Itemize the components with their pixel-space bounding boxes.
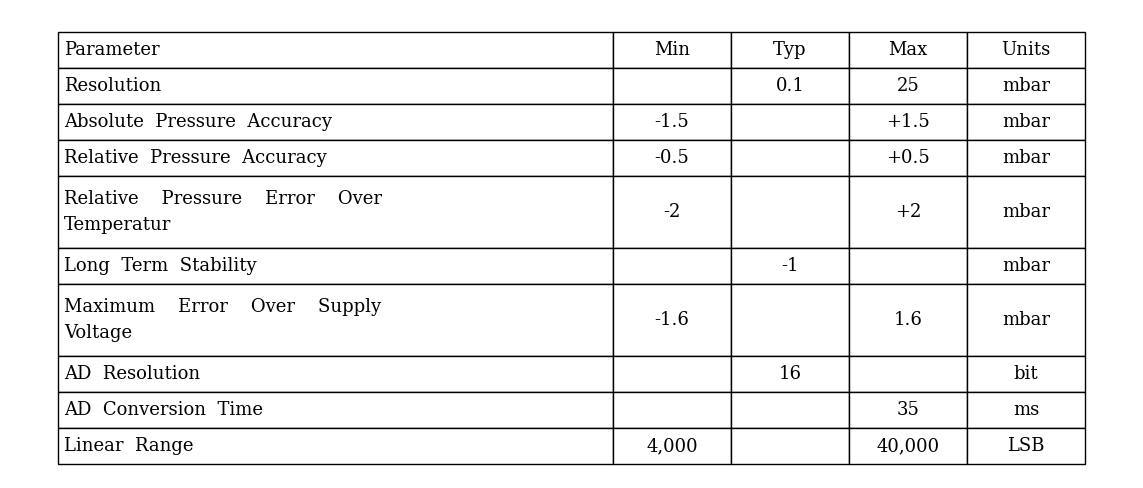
Text: Relative  Pressure  Accuracy: Relative Pressure Accuracy <box>64 149 327 167</box>
Bar <box>849 176 967 248</box>
Bar <box>732 284 849 356</box>
Bar <box>967 356 1085 392</box>
Bar <box>58 104 613 140</box>
Bar <box>58 68 613 104</box>
Bar <box>967 68 1085 104</box>
Bar <box>613 140 732 176</box>
Bar <box>849 140 967 176</box>
Text: mbar: mbar <box>1002 77 1050 95</box>
Bar <box>849 428 967 464</box>
Bar <box>58 428 613 464</box>
Bar <box>849 356 967 392</box>
Text: Typ: Typ <box>774 41 807 59</box>
Text: mbar: mbar <box>1002 257 1050 275</box>
Text: 1.6: 1.6 <box>894 311 922 329</box>
Text: -1.5: -1.5 <box>655 113 689 131</box>
Text: mbar: mbar <box>1002 311 1050 329</box>
Text: Resolution: Resolution <box>64 77 161 95</box>
Bar <box>613 428 732 464</box>
Bar <box>967 428 1085 464</box>
Bar <box>849 248 967 284</box>
Bar <box>967 248 1085 284</box>
Text: LSB: LSB <box>1007 437 1045 455</box>
Bar <box>58 284 613 356</box>
Bar <box>967 104 1085 140</box>
Bar <box>849 392 967 428</box>
Bar <box>613 32 732 68</box>
Bar <box>849 68 967 104</box>
Text: Units: Units <box>1001 41 1050 59</box>
Bar <box>732 140 849 176</box>
Text: +0.5: +0.5 <box>886 149 930 167</box>
Bar <box>613 176 732 248</box>
Bar <box>732 32 849 68</box>
Bar <box>613 356 732 392</box>
Bar <box>849 32 967 68</box>
Bar <box>58 356 613 392</box>
Bar <box>58 176 613 248</box>
Bar <box>732 176 849 248</box>
Bar <box>58 32 613 68</box>
Text: Long  Term  Stability: Long Term Stability <box>64 257 257 275</box>
Text: ms: ms <box>1013 401 1039 419</box>
Bar <box>732 356 849 392</box>
Text: 35: 35 <box>896 401 919 419</box>
Text: Linear  Range: Linear Range <box>64 437 193 455</box>
Text: -1: -1 <box>782 257 799 275</box>
Bar <box>967 392 1085 428</box>
Text: mbar: mbar <box>1002 149 1050 167</box>
Bar <box>967 32 1085 68</box>
Text: 4,000: 4,000 <box>646 437 698 455</box>
Bar <box>967 284 1085 356</box>
Bar <box>613 104 732 140</box>
Bar <box>58 248 613 284</box>
Text: AD  Resolution: AD Resolution <box>64 365 200 383</box>
Bar <box>613 68 732 104</box>
Text: Maximum    Error    Over    Supply
Voltage: Maximum Error Over Supply Voltage <box>64 298 381 342</box>
Text: 40,000: 40,000 <box>877 437 940 455</box>
Text: 25: 25 <box>896 77 919 95</box>
Bar <box>967 140 1085 176</box>
Bar <box>849 284 967 356</box>
Text: -1.6: -1.6 <box>655 311 689 329</box>
Text: AD  Conversion  Time: AD Conversion Time <box>64 401 263 419</box>
Bar <box>732 392 849 428</box>
Text: 0.1: 0.1 <box>776 77 805 95</box>
Text: mbar: mbar <box>1002 203 1050 221</box>
Text: +1.5: +1.5 <box>886 113 930 131</box>
Text: Relative    Pressure    Error    Over
Temperatur: Relative Pressure Error Over Temperatur <box>64 190 382 234</box>
Bar <box>58 392 613 428</box>
Text: mbar: mbar <box>1002 113 1050 131</box>
Text: Absolute  Pressure  Accuracy: Absolute Pressure Accuracy <box>64 113 331 131</box>
Bar <box>967 176 1085 248</box>
Bar <box>732 248 849 284</box>
Text: -2: -2 <box>663 203 681 221</box>
Bar <box>732 68 849 104</box>
Bar <box>613 392 732 428</box>
Bar <box>732 104 849 140</box>
Bar <box>732 428 849 464</box>
Bar <box>613 284 732 356</box>
Bar <box>58 140 613 176</box>
Text: 16: 16 <box>778 365 801 383</box>
Text: +2: +2 <box>895 203 921 221</box>
Text: Parameter: Parameter <box>64 41 160 59</box>
Text: Max: Max <box>888 41 928 59</box>
Bar <box>849 104 967 140</box>
Text: -0.5: -0.5 <box>655 149 689 167</box>
Bar <box>613 248 732 284</box>
Text: Min: Min <box>654 41 690 59</box>
Text: bit: bit <box>1014 365 1038 383</box>
